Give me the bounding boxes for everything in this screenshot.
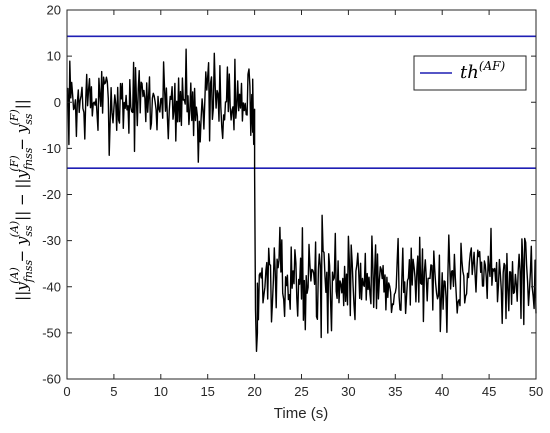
- legend: th(AF): [413, 55, 527, 91]
- threshold-lines: [67, 35, 536, 170]
- x-tick-label: 25: [294, 384, 308, 399]
- y-tick-label: -40: [42, 279, 61, 294]
- legend-label-threshold: th(AF): [460, 59, 506, 83]
- y-axis-label-math: ||yfnss(A) − yss(A)|| − ||yfnss(F) − yss…: [8, 99, 35, 301]
- x-axis-label: Time (s): [274, 405, 328, 422]
- y-tick-label: 10: [47, 49, 61, 64]
- x-tick-label: 50: [529, 384, 543, 399]
- y-tick-label: -20: [42, 187, 61, 202]
- x-tick-label: 30: [341, 384, 355, 399]
- y-tick-label: 20: [47, 3, 61, 18]
- y-tick-label: 0: [54, 95, 61, 110]
- y-tick-label: -60: [42, 372, 61, 387]
- y-axis-ticks: -60 -50 -40 -30 -20 -10 0 10 20: [42, 3, 536, 387]
- x-tick-label: 5: [110, 384, 117, 399]
- x-tick-label: 45: [482, 384, 496, 399]
- x-tick-label: 0: [63, 384, 70, 399]
- x-tick-label: 40: [435, 384, 449, 399]
- x-tick-label: 15: [200, 384, 214, 399]
- x-tick-label: 20: [247, 384, 261, 399]
- signal-series: [66, 48, 537, 352]
- y-tick-label: -30: [42, 233, 61, 248]
- signal-line: [66, 48, 537, 352]
- y-tick-label: -50: [42, 325, 61, 340]
- y-tick-label: -10: [42, 141, 61, 156]
- x-axis-ticks: 0 5 10 15 20 25 30 35 40 45 50: [63, 10, 543, 399]
- x-tick-label: 10: [154, 384, 168, 399]
- x-tick-label: 35: [388, 384, 402, 399]
- y-axis-label: ||yfnss(A) − yss(A)|| − ||yfnss(F) − yss…: [8, 99, 35, 301]
